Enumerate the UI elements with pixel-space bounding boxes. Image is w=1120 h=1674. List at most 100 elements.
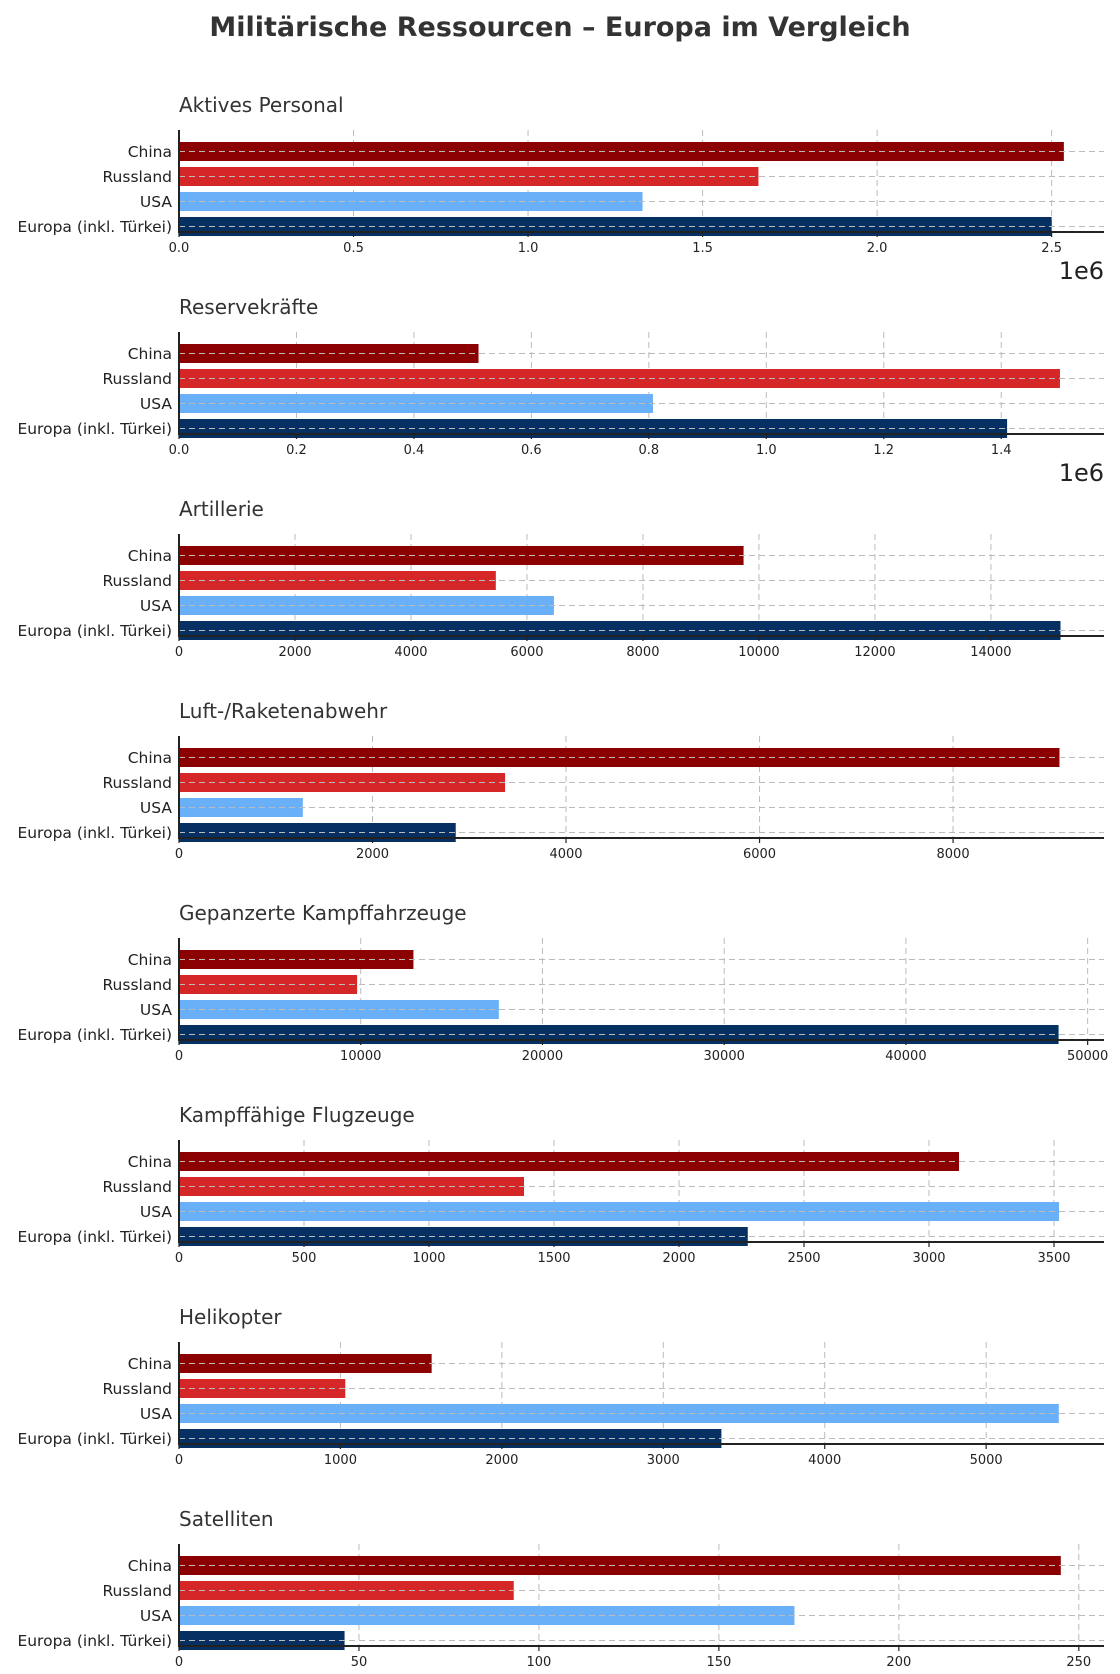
bar-helikopter-china [179,1354,432,1373]
category-label-helikopter-russland: Russland [102,1380,172,1398]
category-label-gepanzerte-kampffahrzeuge-russland: Russland [102,976,172,994]
tick-label-kampffaehige-flugzeuge-6: 3000 [912,1251,945,1266]
tick-label-kampffaehige-flugzeuge-3: 1500 [537,1251,570,1266]
tick-label-artillerie-7: 14000 [970,645,1011,660]
tick-label-reservekraefte-4: 0.8 [638,443,659,458]
tick-label-gepanzerte-kampffahrzeuge-0: 0 [175,1049,183,1064]
tick-label-gepanzerte-kampffahrzeuge-4: 40000 [885,1049,926,1064]
category-label-luft-raketenabwehr-china: China [128,749,172,767]
tick-label-luft-raketenabwehr-3: 6000 [743,847,776,862]
tick-label-aktives-personal-0: 0.0 [169,241,190,256]
panel-reservekraefte: Reservekräfte China Russland USA Europa (ink… [17,295,1104,487]
panel-title-helikopter: Helikopter [179,1305,282,1329]
tick-label-kampffaehige-flugzeuge-7: 3500 [1037,1251,1070,1266]
tick-label-reservekraefte-3: 0.6 [521,443,542,458]
tick-label-aktives-personal-3: 1.5 [692,241,713,256]
tick-label-satelliten-2: 100 [527,1655,552,1670]
tick-label-helikopter-0: 0 [175,1453,183,1468]
tick-label-artillerie-4: 8000 [626,645,659,660]
tick-label-aktives-personal-5: 2.5 [1041,241,1062,256]
category-label-helikopter-europa-inkl-tuerkei: Europa (inkl. Türkei) [17,1430,172,1448]
bar-reservekraefte-china [179,344,479,363]
offset-label-aktives-personal: 1e6 [1059,257,1104,285]
category-label-gepanzerte-kampffahrzeuge-china: China [128,951,172,969]
bar-reservekraefte-usa [179,394,653,413]
tick-label-aktives-personal-1: 0.5 [343,241,364,256]
tick-label-artillerie-2: 4000 [394,645,427,660]
tick-label-helikopter-4: 4000 [808,1453,841,1468]
panel-title-artillerie: Artillerie [179,497,264,521]
category-label-kampffaehige-flugzeuge-usa: USA [140,1203,172,1221]
tick-label-satelliten-4: 200 [886,1655,911,1670]
panel-artillerie: Artillerie China Russland USA Europa (inkl. … [17,497,1104,660]
category-label-aktives-personal-usa: USA [140,193,172,211]
panel-title-satelliten: Satelliten [179,1507,274,1531]
category-label-satelliten-usa: USA [140,1607,172,1625]
panel-luft-raketenabwehr: Luft-/Raketenabwehr China Russland USA Europ… [17,699,1104,862]
category-label-satelliten-russland: Russland [102,1582,172,1600]
panel-gepanzerte-kampffahrzeuge: Gepanzerte Kampffahrzeuge China Russland US… [17,901,1108,1064]
tick-label-satelliten-0: 0 [175,1655,183,1670]
category-label-kampffaehige-flugzeuge-europa-inkl-tuerkei: Europa (inkl. Türkei) [17,1228,172,1246]
category-label-luft-raketenabwehr-europa-inkl-tuerkei: Europa (inkl. Türkei) [17,824,172,842]
tick-label-artillerie-1: 2000 [278,645,311,660]
offset-label-reservekraefte: 1e6 [1059,459,1104,487]
tick-label-gepanzerte-kampffahrzeuge-3: 30000 [704,1049,745,1064]
bar-artillerie-usa [179,596,554,615]
tick-label-reservekraefte-5: 1.0 [756,443,777,458]
tick-label-helikopter-2: 2000 [485,1453,518,1468]
figure-title: Militärische Ressourcen – Europa im Verg… [209,12,910,43]
bar-gepanzerte-kampffahrzeuge-usa [179,1000,499,1019]
bar-gepanzerte-kampffahrzeuge-china [179,950,414,969]
bar-artillerie-russland [179,571,496,590]
category-label-aktives-personal-china: China [128,143,172,161]
category-label-satelliten-china: China [128,1557,172,1575]
bar-aktives-personal-russland [179,167,759,186]
tick-label-kampffaehige-flugzeuge-2: 1000 [412,1251,445,1266]
tick-label-satelliten-3: 150 [706,1655,731,1670]
category-label-satelliten-europa-inkl-tuerkei: Europa (inkl. Türkei) [17,1632,172,1650]
chart-panels: Aktives Personal China Russland USA Europa (… [17,93,1108,1670]
tick-label-artillerie-3: 6000 [510,645,543,660]
category-label-artillerie-europa-inkl-tuerkei: Europa (inkl. Türkei) [17,622,172,640]
panel-satelliten: Satelliten China Russland USA Europa (inkl. … [17,1507,1104,1670]
category-label-gepanzerte-kampffahrzeuge-usa: USA [140,1001,172,1019]
category-label-aktives-personal-russland: Russland [102,168,172,186]
panel-title-luft-raketenabwehr: Luft-/Raketenabwehr [179,699,388,723]
tick-label-aktives-personal-2: 1.0 [518,241,539,256]
tick-label-luft-raketenabwehr-0: 0 [175,847,183,862]
panel-title-kampffaehige-flugzeuge: Kampffähige Flugzeuge [179,1103,415,1127]
category-label-artillerie-usa: USA [140,597,172,615]
tick-label-satelliten-5: 250 [1066,1655,1091,1670]
panel-title-aktives-personal: Aktives Personal [179,93,344,117]
category-label-helikopter-usa: USA [140,1405,172,1423]
category-label-kampffaehige-flugzeuge-russland: Russland [102,1178,172,1196]
tick-label-gepanzerte-kampffahrzeuge-1: 10000 [340,1049,381,1064]
category-label-aktives-personal-europa-inkl-tuerkei: Europa (inkl. Türkei) [17,218,172,236]
panel-kampffaehige-flugzeuge: Kampffähige Flugzeuge China Russland USA Eur… [17,1103,1104,1266]
tick-label-helikopter-1: 1000 [324,1453,357,1468]
tick-label-kampffaehige-flugzeuge-0: 0 [175,1251,183,1266]
panel-aktives-personal: Aktives Personal China Russland USA Europa (… [17,93,1104,285]
tick-label-artillerie-0: 0 [175,645,183,660]
bar-satelliten-usa [179,1606,795,1625]
tick-label-artillerie-5: 10000 [738,645,779,660]
category-label-artillerie-china: China [128,547,172,565]
category-label-reservekraefte-usa: USA [140,395,172,413]
tick-label-reservekraefte-0: 0.0 [169,443,190,458]
category-label-gepanzerte-kampffahrzeuge-europa-inkl-tuerkei: Europa (inkl. Türkei) [17,1026,172,1044]
tick-label-kampffaehige-flugzeuge-4: 2000 [662,1251,695,1266]
category-label-luft-raketenabwehr-russland: Russland [102,774,172,792]
tick-label-artillerie-6: 12000 [854,645,895,660]
category-label-kampffaehige-flugzeuge-china: China [128,1153,172,1171]
tick-label-reservekraefte-1: 0.2 [286,443,307,458]
panel-title-gepanzerte-kampffahrzeuge: Gepanzerte Kampffahrzeuge [179,901,467,925]
tick-label-reservekraefte-7: 1.4 [991,443,1012,458]
tick-label-gepanzerte-kampffahrzeuge-5: 50000 [1067,1049,1108,1064]
tick-label-aktives-personal-4: 2.0 [867,241,888,256]
category-label-helikopter-china: China [128,1355,172,1373]
tick-label-helikopter-5: 5000 [970,1453,1003,1468]
tick-label-gepanzerte-kampffahrzeuge-2: 20000 [522,1049,563,1064]
